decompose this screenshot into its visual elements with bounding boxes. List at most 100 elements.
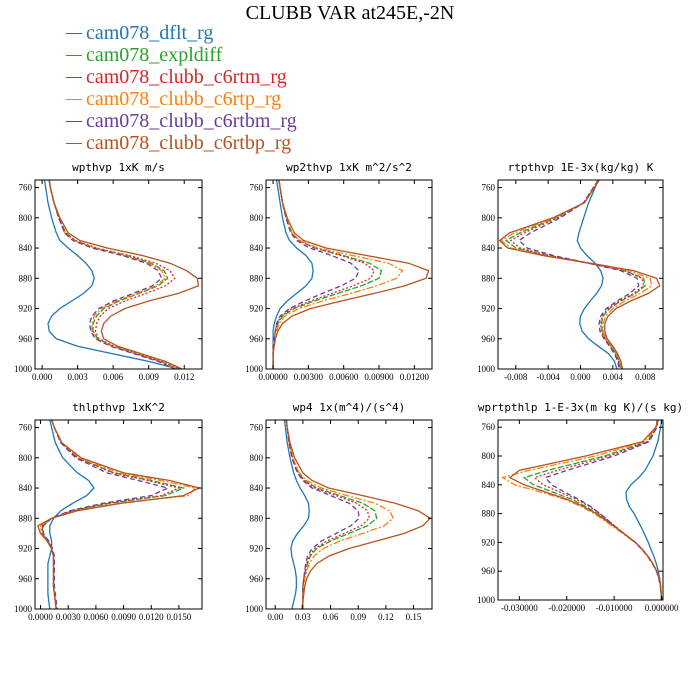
series-line bbox=[37, 420, 202, 609]
y-tick-label: 880 bbox=[250, 513, 264, 523]
series-line bbox=[272, 180, 360, 369]
x-tick-label: -0.030000 bbox=[501, 603, 538, 613]
legend-item: cam078_clubb_c6rtp_rg bbox=[66, 88, 297, 110]
y-tick-label: 760 bbox=[19, 183, 33, 193]
y-tick-label: 800 bbox=[19, 213, 33, 223]
x-tick-label: 0.00000 bbox=[258, 372, 288, 382]
series-line bbox=[285, 420, 432, 609]
figure-title: CLUBB VAR at245E,-2N bbox=[245, 2, 455, 24]
y-tick-label: 920 bbox=[19, 304, 33, 314]
y-tick-label: 840 bbox=[19, 243, 33, 253]
x-tick-label: 0.000000 bbox=[645, 603, 679, 613]
series-line bbox=[42, 420, 170, 609]
y-tick-label: 960 bbox=[250, 574, 264, 584]
series-line bbox=[48, 180, 178, 369]
series-line bbox=[47, 420, 95, 609]
x-tick-label: 0.06 bbox=[323, 612, 339, 622]
plot-frame bbox=[34, 419, 203, 610]
y-tick-label: 1000 bbox=[477, 364, 496, 374]
legend-item: cam078_clubb_c6rtbm_rg bbox=[66, 110, 297, 132]
y-tick-label: 920 bbox=[250, 544, 264, 554]
x-tick-label: 0.004 bbox=[603, 372, 624, 382]
x-tick-label: 0.0060 bbox=[84, 612, 109, 622]
series-line bbox=[272, 180, 383, 369]
y-tick-label: 1000 bbox=[245, 364, 264, 374]
series-line bbox=[48, 180, 180, 369]
x-tick-label: 0.000 bbox=[32, 372, 53, 382]
chart-panel: wp4 1x(m^4)/(s^4)76080084088092096010000… bbox=[245, 401, 433, 622]
legend-swatch bbox=[66, 32, 82, 34]
legend-swatch bbox=[66, 76, 82, 78]
series-line bbox=[625, 420, 663, 600]
y-tick-label: 960 bbox=[482, 566, 496, 576]
series-line bbox=[272, 180, 404, 369]
series-line bbox=[48, 180, 179, 369]
legend-item: cam078_expldiff bbox=[66, 44, 297, 66]
legend-label: cam078_clubb_c6rtm_rg bbox=[86, 66, 287, 88]
y-tick-label: 840 bbox=[250, 243, 264, 253]
series-line bbox=[517, 180, 640, 369]
x-tick-label: 0.12 bbox=[378, 612, 394, 622]
x-tick-label: -0.008 bbox=[504, 372, 528, 382]
series-line bbox=[522, 420, 663, 600]
legend-swatch bbox=[66, 54, 82, 56]
y-tick-label: 880 bbox=[19, 273, 33, 283]
y-tick-label: 880 bbox=[482, 273, 496, 283]
y-tick-label: 800 bbox=[250, 213, 264, 223]
x-tick-label: -0.020000 bbox=[548, 603, 585, 613]
chart-title: thlpthvp 1xK^2 bbox=[72, 401, 165, 414]
y-tick-label: 960 bbox=[19, 574, 33, 584]
chart-panel: wprtpthlp 1-E-3x(m kg K)/(s kg) 760 800 840… bbox=[477, 401, 683, 613]
y-tick-label: 760 bbox=[482, 183, 496, 193]
x-tick-label: 0.003 bbox=[68, 372, 89, 382]
series-line bbox=[285, 420, 395, 609]
y-tick-label: 840 bbox=[19, 483, 33, 493]
x-tick-label: 0.0150 bbox=[167, 612, 192, 622]
plot-frame bbox=[34, 179, 203, 370]
x-tick-label: 0.00300 bbox=[294, 372, 324, 382]
chart-title: rtpthvp 1E-3x(kg/kg) K bbox=[508, 161, 654, 174]
y-tick-label: 1000 bbox=[14, 364, 33, 374]
y-tick-label: 920 bbox=[482, 304, 496, 314]
series-line bbox=[498, 180, 661, 369]
chart-title: wprtpthlp 1-E-3x(m kg K)/(s kg) bbox=[478, 401, 683, 414]
x-tick-label: 0.03 bbox=[295, 612, 311, 622]
y-tick-label: 760 bbox=[250, 183, 264, 193]
y-tick-label: 1000 bbox=[14, 604, 33, 614]
series-line bbox=[41, 420, 181, 609]
x-tick-label: 0.00900 bbox=[364, 372, 394, 382]
series-line bbox=[283, 420, 310, 609]
y-tick-label: 920 bbox=[19, 544, 33, 554]
x-tick-label: -0.004 bbox=[537, 372, 561, 382]
x-tick-label: 0.012 bbox=[174, 372, 194, 382]
x-tick-label: 0.0090 bbox=[111, 612, 136, 622]
series-line bbox=[285, 420, 360, 609]
y-tick-label: 880 bbox=[250, 273, 264, 283]
legend-item: cam078_clubb_c6rtbp_rg bbox=[66, 132, 297, 154]
y-tick-label: 920 bbox=[250, 304, 264, 314]
legend-label: cam078_clubb_c6rtbm_rg bbox=[86, 110, 297, 132]
legend-label: cam078_dflt_rg bbox=[86, 22, 214, 44]
y-tick-label: 800 bbox=[482, 213, 496, 223]
x-tick-label: 0.0000 bbox=[28, 612, 53, 622]
y-tick-label: 960 bbox=[482, 334, 496, 344]
chart-panel: wpthvp 1xK m/s76080084088092096010000.00… bbox=[14, 161, 203, 382]
x-tick-label: 0.008 bbox=[635, 372, 656, 382]
y-tick-label: 1000 bbox=[245, 604, 264, 614]
y-tick-label: 800 bbox=[19, 453, 33, 463]
series-line bbox=[509, 180, 645, 369]
legend-item: cam078_clubb_c6rtm_rg bbox=[66, 66, 297, 88]
x-tick-label: 0.0030 bbox=[56, 612, 81, 622]
y-tick-label: 840 bbox=[250, 483, 264, 493]
x-tick-label: 0.15 bbox=[406, 612, 422, 622]
x-tick-label: 0.0120 bbox=[139, 612, 164, 622]
plot-frame bbox=[265, 419, 433, 610]
chart-panel: rtpthvp 1E-3x(kg/kg) K 760 800 840 880 920 960… bbox=[477, 161, 664, 382]
chart-panel: thlpthvp 1xK^276080084088092096010000.00… bbox=[14, 401, 203, 622]
y-tick-label: 840 bbox=[482, 480, 496, 490]
legend-item: cam078_dflt_rg bbox=[66, 22, 297, 44]
x-tick-label: 0.00600 bbox=[329, 372, 359, 382]
plot-frame bbox=[265, 179, 433, 370]
series-line bbox=[576, 180, 618, 369]
